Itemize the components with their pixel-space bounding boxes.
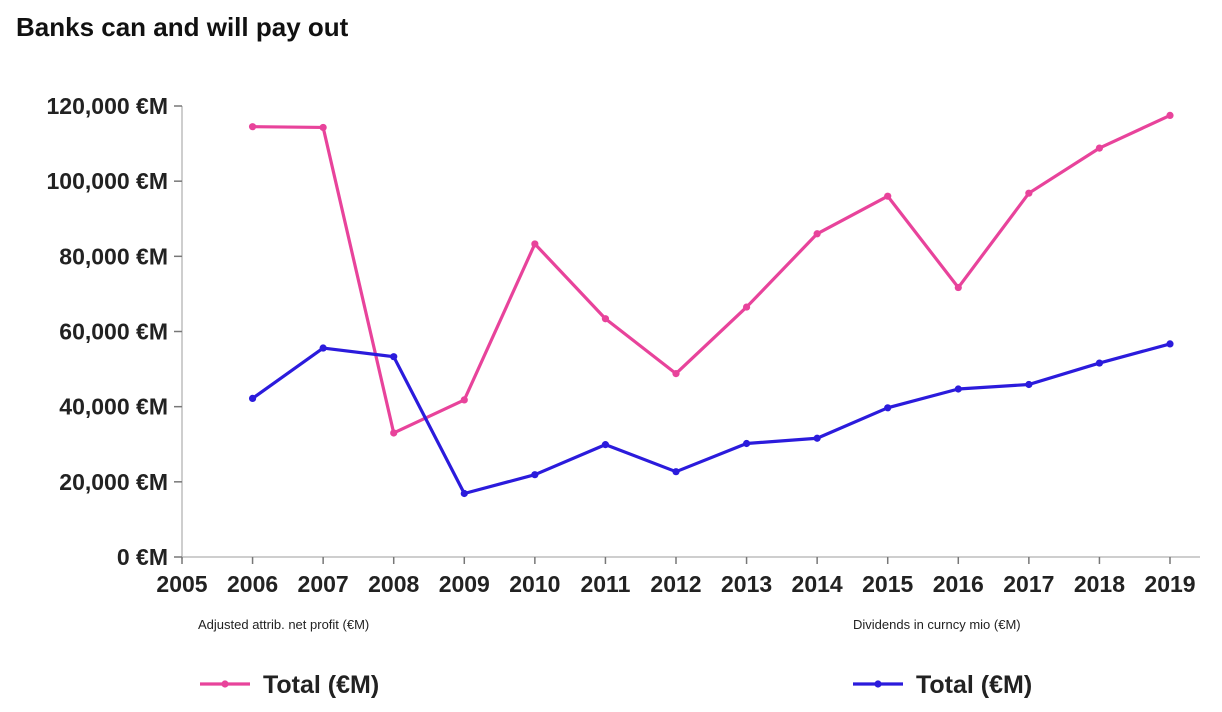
data-point [601, 315, 610, 323]
data-point [531, 471, 539, 479]
x-tick-label: 2008 [368, 571, 419, 597]
series-layer [248, 111, 1174, 498]
series-group-label: Adjusted attrib. net profit (€M) [198, 617, 369, 632]
x-tick-label: 2005 [156, 571, 207, 597]
data-point [884, 192, 892, 200]
legend-label: Total (€M) [916, 671, 1032, 699]
legend-label: Total (€M) [263, 671, 379, 699]
axes: 0 €M 20,000 €M 40,000 €M 60,000 €M 80,000 €M… [47, 93, 1200, 597]
data-point [319, 344, 327, 352]
data-point [954, 283, 962, 292]
data-point [1095, 144, 1104, 152]
data-point [813, 230, 821, 238]
y-tick-label: 40,000 €M [59, 394, 168, 420]
y-tick-label: 80,000 €M [59, 243, 168, 269]
data-point [1025, 380, 1033, 389]
x-tick-label: 2009 [439, 571, 490, 597]
x-tick-label: 2016 [933, 571, 984, 597]
legend-marker [221, 680, 229, 688]
x-tick-label: 2019 [1144, 571, 1195, 597]
x-tick-label: 2013 [721, 571, 772, 597]
x-tick-label: 2012 [650, 571, 701, 597]
x-tick-label: 2011 [580, 571, 630, 597]
data-point [1166, 340, 1174, 348]
y-tick-label: 60,000 €M [59, 319, 168, 345]
y-tick-label: 100,000 €M [47, 168, 168, 194]
x-tick-label: 2010 [509, 571, 560, 597]
data-point [390, 353, 398, 361]
legend-marker [874, 680, 882, 688]
x-tick-label: 2015 [862, 571, 913, 597]
data-point [1025, 189, 1033, 197]
series-line-0 [252, 113, 1171, 435]
data-point [531, 240, 539, 248]
data-point [601, 441, 610, 449]
x-tick-label: 2018 [1074, 571, 1125, 597]
x-tick-label: 2014 [792, 571, 843, 597]
x-tick-label: 2006 [227, 571, 278, 597]
data-point [884, 404, 892, 412]
x-tick-label: 2007 [298, 571, 349, 597]
y-tick-label: 0 €M [117, 544, 168, 570]
y-tick-label: 20,000 €M [59, 469, 168, 495]
y-tick-label: 120,000 €M [47, 93, 168, 119]
data-point [954, 385, 962, 393]
data-point [460, 489, 468, 498]
data-point [248, 123, 257, 131]
data-point [1095, 359, 1104, 367]
data-point [248, 394, 257, 402]
data-point [1166, 111, 1174, 119]
data-point [390, 429, 398, 437]
data-point [460, 396, 468, 404]
series-line-1 [251, 342, 1171, 496]
data-point [742, 439, 751, 448]
data-point [672, 468, 680, 476]
data-point [742, 303, 751, 311]
data-point [813, 434, 821, 442]
chart-title: Banks can and will pay out [16, 12, 349, 42]
legend: Adjusted attrib. net profit (€M) Total (€… [198, 617, 1032, 699]
data-point [672, 369, 680, 378]
x-tick-label: 2017 [1003, 571, 1054, 597]
data-point [319, 123, 327, 132]
series-group-label: Dividends in curncy mio (€M) [853, 617, 1021, 632]
